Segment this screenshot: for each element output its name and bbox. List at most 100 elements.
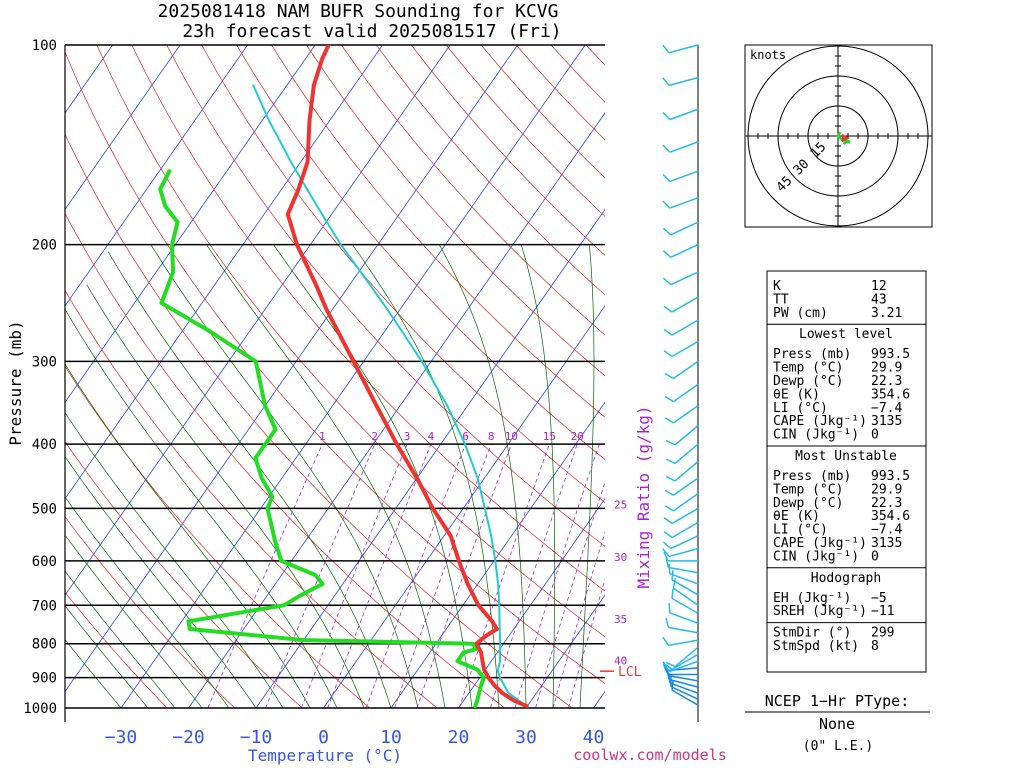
- wind-barb: [662, 271, 699, 286]
- hodograph-stat-row-label: SREH (Jkg⁻¹): [773, 604, 867, 619]
- moist-adiabat-line: [206, 244, 446, 709]
- wind-barb: [664, 477, 699, 496]
- wind-barb: [662, 76, 699, 87]
- wind-barb: [663, 551, 698, 562]
- wind-barb: [665, 443, 699, 465]
- wind-barb: [671, 680, 699, 706]
- wind-barb: [662, 547, 699, 558]
- mixing-ratio-axis-label: Mixing Ratio (g/kg): [634, 405, 653, 588]
- temperature-tick-label: −20: [172, 727, 205, 748]
- pressure-tick-label: 600: [32, 554, 57, 570]
- moist-adiabat-line: [65, 455, 257, 709]
- wind-barb: [664, 405, 699, 424]
- ptype-amount: (0" L.E.): [803, 739, 873, 754]
- lowest-level-row-label: Dewp (°C): [773, 374, 843, 389]
- isotherm-line: [120, 45, 586, 709]
- index-row-value: 43: [871, 292, 887, 307]
- storm-motion-row-value: 299: [871, 626, 894, 641]
- mixing-ratio-label: 3: [404, 430, 411, 443]
- dry-adiabat-line: [65, 289, 438, 709]
- wind-barb: [665, 461, 699, 482]
- most-unstable-row-value: 993.5: [871, 469, 910, 484]
- wind-barb: [662, 141, 699, 153]
- most-unstable-row-value: 22.3: [871, 496, 902, 511]
- isotherm-line: [65, 45, 518, 693]
- lowest-level-row-value: 0: [871, 428, 879, 443]
- hodograph-units-label: knots: [750, 48, 786, 62]
- most-unstable-row-value: 354.6: [871, 509, 910, 524]
- mixing-ratio-label: 40: [614, 655, 627, 668]
- mixing-ratio-label: 8: [488, 430, 495, 443]
- wind-barb: [663, 319, 699, 336]
- stats-section-title: Most Unstable: [795, 449, 897, 464]
- moist-adiabat-line: [65, 534, 203, 709]
- index-row-value: 12: [871, 279, 887, 294]
- dry-adiabat-line: [65, 133, 573, 709]
- pressure-tick-label: 700: [32, 598, 57, 614]
- wind-barb: [665, 425, 699, 446]
- y-axis-label: Pressure (mb): [6, 320, 25, 445]
- lowest-level-row-label: LI (°C): [773, 401, 828, 416]
- temperature-tick-label: 40: [583, 727, 605, 748]
- most-unstable-row-label: LI (°C): [773, 523, 828, 538]
- isotherm-line: [323, 305, 605, 709]
- storm-motion-row-label: StmSpd (kt): [773, 639, 859, 654]
- most-unstable-row-label: θE (K): [773, 509, 820, 524]
- ptype-title: NCEP 1−Hr PType:: [765, 692, 910, 710]
- moist-adiabat-line: [65, 496, 230, 709]
- dry-adiabat-line: [201, 45, 605, 503]
- isotherm-line: [525, 594, 605, 709]
- wind-barb: [664, 383, 699, 403]
- pressure-tick-labels: 100 200 300 400 500 600 700 800 900 1000: [23, 38, 57, 717]
- ptype-value: None: [819, 715, 855, 733]
- isotherm-line: [390, 401, 605, 709]
- moist-adiabat-line: [65, 308, 338, 709]
- mixing-ratio-labels: 1 2 3 4 6 8 10 15 20 25 30 35 40: [319, 430, 627, 667]
- title-line-1: 2025081418 NAM BUFR Sounding for KCVG: [158, 1, 559, 22]
- sounding-profiles: [158, 45, 529, 709]
- dry-adiabat-line: [65, 591, 168, 709]
- lcl-label: LCL: [618, 665, 642, 680]
- temperature-tick-label: 30: [515, 727, 537, 748]
- most-unstable-row-value: 3135: [871, 536, 902, 551]
- wind-barbs: [662, 44, 699, 706]
- pressure-tick-label: 900: [32, 671, 57, 687]
- stats-section-title: Hodograph: [811, 571, 881, 586]
- isotherm-line: [65, 45, 248, 307]
- wind-barb: [663, 521, 699, 539]
- temperature-tick-label: −10: [240, 727, 273, 748]
- isotherm-line: [65, 45, 316, 403]
- mixing-ratio-line: [490, 444, 578, 709]
- most-unstable-row-label: CIN (Jkg⁻¹): [773, 549, 859, 564]
- wind-barb: [665, 646, 699, 668]
- lowest-level-row-label: θE (K): [773, 387, 820, 402]
- isotherm-line: [65, 45, 181, 211]
- isotherm-line: [65, 45, 383, 500]
- hodograph-stat-row-label: EH (Jkg⁻¹): [773, 591, 851, 606]
- dry-adiabat-line: [236, 45, 605, 461]
- temperature-profile-line: [285, 45, 529, 709]
- wind-barb: [662, 660, 699, 673]
- wind-barb: [662, 108, 699, 121]
- dry-adiabat-line: [65, 516, 235, 709]
- most-unstable-row-value: 29.9: [871, 482, 902, 497]
- wind-barb: [662, 535, 699, 550]
- wind-barb: [670, 676, 699, 700]
- wind-barb: [668, 563, 699, 585]
- lowest-level-row-label: CIN (Jkg⁻¹): [773, 428, 859, 443]
- wind-barb: [662, 197, 699, 209]
- wind-barb: [662, 44, 699, 54]
- moist-adiabat-line: [579, 244, 595, 709]
- storm-motion-row-label: StmDir (°): [773, 626, 851, 641]
- temperature-tick-label: 0: [318, 727, 329, 748]
- wind-barb: [664, 360, 699, 380]
- isotherm-line: [458, 498, 605, 709]
- mixing-ratio-label: 20: [571, 430, 584, 443]
- dewpoint-profile-line: [158, 169, 486, 709]
- pressure-tick-label: 400: [32, 437, 57, 453]
- x-axis-label: Temperature (°C): [248, 746, 402, 765]
- index-row-label: K: [773, 279, 781, 294]
- wind-barb: [662, 170, 699, 183]
- wind-barb: [662, 243, 699, 258]
- dry-adiabat-line: [65, 51, 605, 684]
